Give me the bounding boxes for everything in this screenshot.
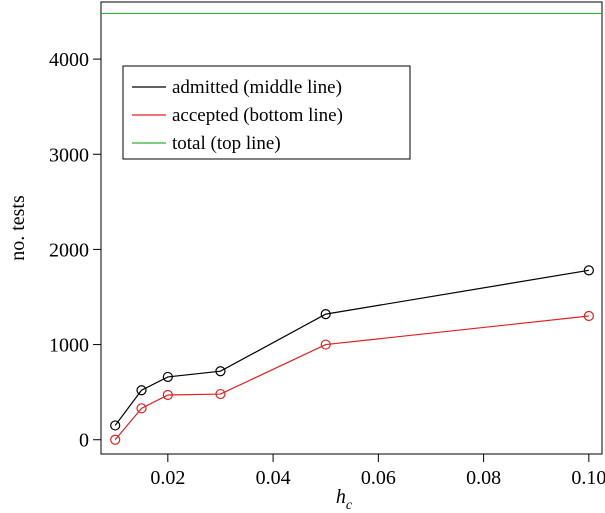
x-tick-label: 0.04 — [256, 467, 291, 489]
y-tick-label: 3000 — [49, 144, 89, 166]
series-line-admitted — [114, 269, 589, 426]
data-point-admitted — [215, 366, 226, 377]
y-tick-label: 4000 — [49, 49, 89, 71]
data-point-admitted — [136, 385, 147, 396]
data-point-admitted — [162, 371, 173, 383]
plot-frame — [100, 1, 603, 455]
data-point-admitted — [110, 420, 121, 431]
y-tick-label: 2000 — [49, 239, 89, 261]
data-point-accepted — [136, 403, 147, 414]
legend-label: total (top line) — [172, 133, 281, 154]
x-axis-label-main: h — [336, 486, 346, 508]
legend-label: admitted (middle line) — [172, 77, 342, 98]
x-tick-label: 0.08 — [466, 467, 501, 489]
x-tick-label: 0.06 — [361, 467, 396, 489]
series-layer — [101, 12, 602, 445]
y-tick-label: 1000 — [49, 335, 89, 357]
x-tick-label: 0.02 — [150, 467, 185, 489]
legend-label: accepted (bottom line) — [172, 105, 343, 126]
data-point-accepted — [583, 310, 594, 322]
data-point-accepted — [110, 434, 121, 445]
series-line-accepted — [114, 315, 589, 441]
data-point-admitted — [583, 265, 594, 276]
axes-layer: 0.02 0.04 0.06 0.08 0.10 0 1000 2000 3000 4000 — [49, 49, 605, 489]
data-point-accepted — [215, 388, 226, 400]
legend-box — [122, 65, 411, 160]
x-axis-label: hc — [336, 486, 353, 513]
y-axis-label: no. tests — [7, 195, 29, 261]
legend-items: admitted (middle line) accepted (bottom l… — [132, 77, 343, 154]
x-axis-label-subscript: c — [346, 498, 353, 513]
legend: admitted (middle line) accepted (bottom l… — [122, 65, 411, 160]
x-tick-label: 0.10 — [571, 467, 605, 489]
data-point-accepted — [320, 339, 331, 350]
data-point-admitted — [320, 309, 331, 320]
data-point-accepted — [162, 389, 173, 401]
y-tick-label: 0 — [79, 430, 89, 452]
